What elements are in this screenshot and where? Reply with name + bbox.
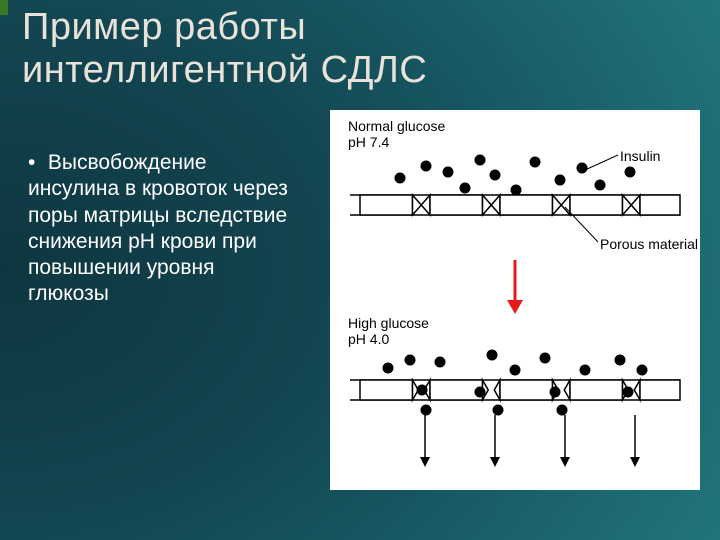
- body-text: • Высвобождение инсулина в кровоток чере…: [28, 150, 298, 308]
- figure-svg: [330, 110, 700, 490]
- slide-title: Пример работы интеллигентной СДЛС: [22, 6, 427, 91]
- bullet-icon: •: [28, 150, 42, 176]
- title-line-1: Пример работы: [22, 6, 306, 48]
- slide: Пример работы интеллигентной СДЛС • Высв…: [0, 0, 720, 540]
- accent-bar: [0, 0, 8, 15]
- figure-panel: Normal glucose pH 7.4 Insulin Porous mat…: [330, 110, 700, 490]
- title-line-2: интеллигентной СДЛС: [22, 49, 427, 91]
- body-paragraph: Высвобождение инсулина в кровоток через …: [28, 151, 288, 305]
